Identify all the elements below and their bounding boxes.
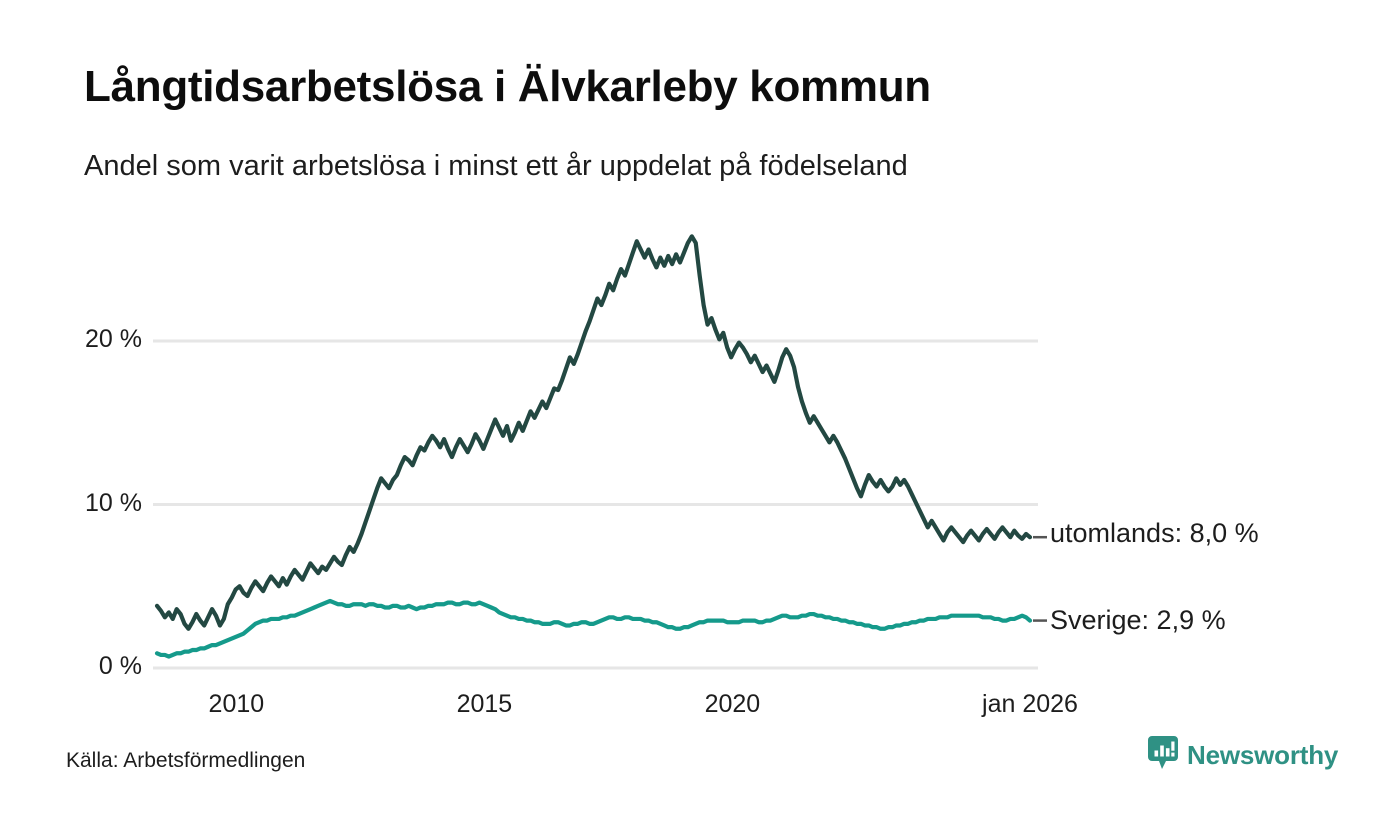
newsworthy-logo: Newsworthy	[1148, 736, 1338, 775]
series-label-sverige: Sverige: 2,9 %	[1050, 605, 1226, 635]
gridlines	[153, 339, 1038, 670]
y-axis-tick-label: 10 %	[85, 488, 142, 517]
x-axis-tick-label: 2015	[456, 690, 513, 718]
source-note: Källa: Arbetsförmedlingen	[66, 749, 306, 772]
newsworthy-wordmark: Newsworthy	[1187, 740, 1339, 770]
series-paths	[154, 234, 1033, 659]
page-subtitle: Andel som varit arbetslösa i minst ett å…	[84, 150, 908, 182]
y-axis-tick-label: 0 %	[98, 652, 142, 680]
series-label-utomlands: utomlands: 8,0 %	[1050, 518, 1259, 548]
page-title: Långtidsarbetslösa i Älvkarleby kommun	[84, 62, 931, 111]
x-axis-tick-label: jan 2026	[982, 690, 1078, 718]
label-connector-dashes	[1033, 535, 1047, 622]
series-line-sverige	[154, 598, 1033, 659]
series-line-utomlands	[154, 234, 1033, 631]
x-axis-tick-label: 2020	[704, 690, 761, 718]
x-axis-tick-label: 2010	[208, 690, 265, 718]
newsworthy-bubble-chart-icon	[1148, 736, 1178, 775]
y-axis-tick-label: 20 %	[85, 325, 142, 353]
